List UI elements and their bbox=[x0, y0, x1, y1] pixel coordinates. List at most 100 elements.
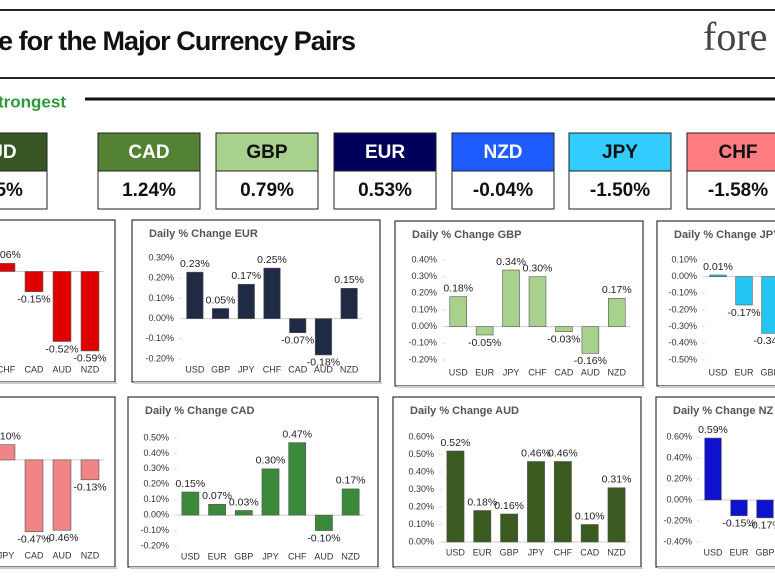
y-tick-label: 0.00% bbox=[143, 510, 169, 520]
data-label: 0.06% bbox=[0, 249, 21, 261]
tile-value-box bbox=[333, 170, 437, 210]
bar bbox=[52, 459, 72, 531]
tile-value: 0.53% bbox=[358, 180, 412, 201]
tile-value: 0.79% bbox=[240, 180, 294, 201]
y-tick-label: 0.20% bbox=[408, 501, 434, 511]
bar bbox=[730, 499, 748, 517]
data-label: 0.46% bbox=[548, 447, 578, 459]
x-tick-label: NZD bbox=[608, 367, 627, 377]
bar bbox=[80, 271, 100, 352]
x-tick-label: EUR bbox=[475, 367, 495, 377]
chart-title: Daily % Change NZ bbox=[673, 405, 774, 417]
x-tick-label: EUR bbox=[473, 547, 493, 557]
data-label: 0.15% bbox=[175, 478, 205, 490]
bar bbox=[553, 461, 572, 543]
data-label: -0.47% bbox=[17, 534, 50, 546]
data-label: 0.31% bbox=[602, 474, 632, 486]
x-tick-label: AUD bbox=[52, 364, 72, 374]
x-tick-label: JPY bbox=[528, 547, 545, 557]
bar bbox=[234, 510, 253, 516]
x-tick-label: JPY bbox=[262, 551, 279, 561]
tile-value-box bbox=[215, 170, 319, 210]
data-label: -0.13% bbox=[73, 482, 106, 494]
y-tick-label: -0.10% bbox=[140, 525, 169, 535]
x-tick-label: AUD bbox=[314, 364, 334, 374]
x-tick-label: CHF bbox=[554, 547, 573, 557]
y-tick-label: -0.20% bbox=[145, 353, 174, 363]
x-tick-label: AUD bbox=[314, 551, 334, 561]
tile-value: -1.50% bbox=[590, 180, 650, 201]
tile-header bbox=[0, 132, 48, 172]
bar bbox=[709, 274, 727, 277]
x-tick-label: NZD bbox=[81, 550, 100, 560]
tile-value: 1.24% bbox=[122, 180, 176, 201]
data-label: 0.59% bbox=[698, 424, 728, 436]
data-label: 0.17% bbox=[336, 475, 366, 487]
bar bbox=[446, 450, 465, 543]
bar bbox=[0, 444, 16, 461]
tile-currency: CHF bbox=[718, 142, 757, 163]
x-tick-label: USD bbox=[449, 367, 469, 377]
bar bbox=[288, 442, 307, 516]
tile-currency: NZD bbox=[483, 142, 522, 163]
data-label: -0.52% bbox=[45, 343, 78, 355]
data-label: -0.34% bbox=[753, 335, 775, 347]
chart-shadow bbox=[134, 382, 382, 384]
x-tick-label: CHF bbox=[0, 364, 16, 374]
chart-title: Daily % Change CAD bbox=[145, 405, 254, 417]
y-tick-label: 0.10% bbox=[411, 304, 437, 314]
data-label: 0.15% bbox=[334, 274, 364, 286]
bar bbox=[735, 276, 753, 306]
x-tick-label: USD bbox=[185, 364, 205, 374]
data-label: 0.10% bbox=[575, 510, 605, 522]
tile-currency: GBP bbox=[246, 142, 288, 163]
chart-title: Daily % Change JPY bbox=[674, 229, 775, 241]
y-tick-label: 0.40% bbox=[411, 254, 437, 264]
x-tick-label: USD bbox=[446, 547, 466, 557]
bar bbox=[502, 269, 520, 327]
data-label: 0.18% bbox=[467, 496, 497, 508]
x-tick-label: EUR bbox=[729, 547, 749, 557]
x-tick-label: CAD bbox=[288, 364, 308, 374]
bar bbox=[52, 271, 72, 342]
bar bbox=[181, 491, 200, 516]
x-tick-label: USD bbox=[708, 367, 728, 377]
chart-shadow bbox=[659, 386, 775, 388]
tile-value-box bbox=[568, 170, 672, 210]
data-label: -0.17% bbox=[727, 307, 760, 319]
y-tick-label: 0.20% bbox=[148, 273, 174, 283]
page-title: e for the Major Currency Pairs bbox=[0, 26, 356, 56]
x-tick-label: GBP bbox=[760, 367, 775, 377]
data-label: 0.18% bbox=[443, 282, 473, 294]
data-label: 0.05% bbox=[206, 294, 236, 306]
x-tick-label: CHF bbox=[288, 551, 307, 561]
bar bbox=[340, 287, 358, 319]
bar bbox=[289, 318, 307, 334]
y-tick-label: 0.40% bbox=[143, 448, 169, 458]
x-tick-label: GBP bbox=[755, 547, 774, 557]
data-label: -0.15% bbox=[722, 518, 755, 530]
chart-shadow bbox=[397, 386, 645, 388]
data-label: -0.07% bbox=[281, 335, 314, 347]
y-tick-label: 0.30% bbox=[143, 463, 169, 473]
bar bbox=[607, 487, 626, 543]
chart-title: Daily % Change AUD bbox=[410, 405, 519, 417]
y-tick-label: 0.40% bbox=[408, 466, 434, 476]
tile-currency: EUR bbox=[365, 142, 405, 163]
logo: fore bbox=[703, 14, 767, 59]
x-tick-label: EUR bbox=[208, 551, 228, 561]
x-tick-label: AUD bbox=[581, 367, 601, 377]
chart-panel bbox=[131, 219, 381, 383]
y-tick-label: 0.50% bbox=[408, 449, 434, 459]
tile-value-box bbox=[0, 170, 48, 210]
y-tick-label: 0.20% bbox=[411, 288, 437, 298]
y-tick-label: 0.10% bbox=[408, 519, 434, 529]
data-label: 0.30% bbox=[523, 262, 553, 274]
bar bbox=[580, 524, 599, 543]
tile-value-box bbox=[686, 170, 775, 210]
bar bbox=[473, 510, 492, 543]
y-tick-label: 0.20% bbox=[143, 479, 169, 489]
tile-header bbox=[568, 132, 672, 172]
y-tick-label: -0.10% bbox=[668, 288, 697, 298]
